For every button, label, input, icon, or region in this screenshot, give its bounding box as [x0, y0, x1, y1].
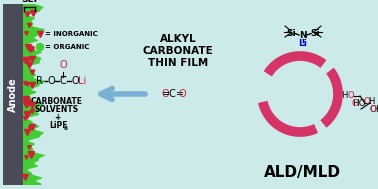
Bar	[3, 4, 23, 185]
Text: C: C	[60, 76, 67, 86]
Text: = ORGANIC: = ORGANIC	[45, 44, 89, 50]
Text: +: +	[54, 114, 60, 122]
Text: O: O	[60, 60, 68, 70]
Text: 6: 6	[64, 125, 68, 130]
Text: SOLVENTS: SOLVENTS	[35, 105, 79, 115]
Text: O: O	[370, 105, 377, 114]
Text: =C=: =C=	[161, 89, 184, 99]
Text: O: O	[71, 76, 79, 86]
Text: HO: HO	[352, 98, 366, 108]
Text: ALKYL
CARBONATE
THIN FILM: ALKYL CARBONATE THIN FILM	[143, 34, 213, 68]
Text: H: H	[342, 91, 348, 101]
Text: O: O	[352, 98, 359, 108]
Text: H: H	[368, 98, 374, 106]
Text: Li: Li	[78, 76, 86, 86]
Text: O: O	[161, 89, 169, 99]
Text: LiPF: LiPF	[49, 122, 68, 130]
Text: O: O	[348, 91, 355, 101]
Text: ALD/MLD: ALD/MLD	[263, 166, 341, 180]
Text: O: O	[178, 89, 186, 99]
Text: OH: OH	[370, 105, 378, 114]
Text: R: R	[36, 76, 43, 86]
Text: O: O	[364, 98, 370, 106]
Text: N: N	[299, 32, 307, 40]
Text: O: O	[48, 76, 56, 86]
Text: CARBONATE: CARBONATE	[31, 98, 83, 106]
Text: Si: Si	[286, 29, 296, 37]
Text: SEI: SEI	[22, 0, 37, 4]
Circle shape	[37, 43, 43, 50]
Text: = INORGANIC: = INORGANIC	[45, 31, 98, 37]
Text: Si: Si	[310, 29, 320, 37]
Polygon shape	[23, 4, 45, 185]
Text: Anode: Anode	[8, 78, 18, 112]
Text: Li: Li	[299, 40, 307, 49]
